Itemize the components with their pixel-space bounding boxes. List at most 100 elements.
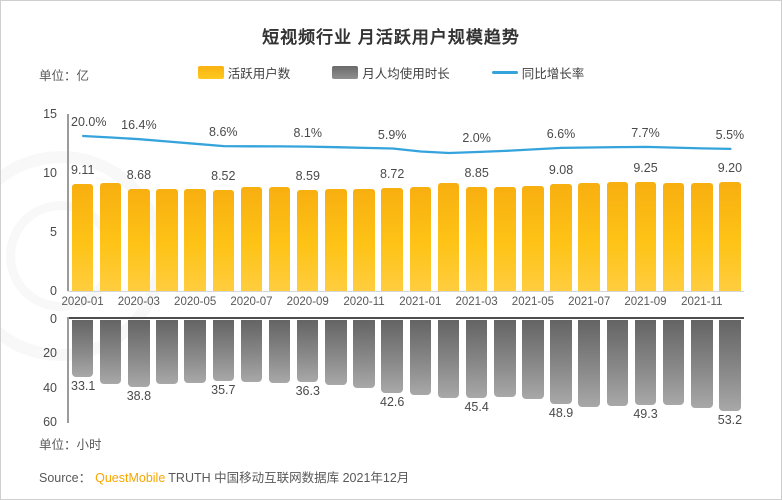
- mau-value-label: 8.52: [211, 169, 236, 184]
- usage-bar: [381, 320, 403, 394]
- usage-bar: [578, 320, 600, 408]
- top-unit-label: 单位：亿: [39, 69, 90, 83]
- top-y-tick-label: 15: [43, 107, 57, 121]
- x-tick-label: 2021-09: [624, 296, 667, 308]
- usage-value-label: 38.8: [126, 388, 152, 403]
- usage-bar: [409, 320, 432, 396]
- mau-bar: [71, 183, 94, 291]
- mau-bar: [522, 186, 544, 291]
- mau-value-label: 8.85: [464, 165, 489, 180]
- mau-bar: [184, 189, 206, 291]
- x-tick-label: 2021-03: [455, 296, 498, 308]
- source-line: Source： QuestMobile TRUTH 中国移动互联网数据库 2021年…: [39, 467, 409, 486]
- usage-bar: [184, 320, 206, 383]
- usage-bar: [691, 320, 713, 408]
- x-tick-label: 2020-11: [343, 296, 385, 308]
- usage-bar: [296, 320, 319, 383]
- x-tick-label: 2020-03: [117, 296, 160, 308]
- mau-value-label: 9.20: [717, 161, 743, 176]
- mau-bar: [465, 186, 488, 291]
- usage-value-label: 35.7: [211, 383, 236, 398]
- x-tick-label: 2021-07: [568, 296, 611, 308]
- mau-bar: [494, 186, 516, 291]
- growth-value-label: 8.6%: [209, 125, 238, 140]
- mau-bar: [156, 188, 178, 291]
- usage-bar: [156, 320, 178, 384]
- chart-title: 短视频行业 月活跃用户规模趋势: [262, 28, 520, 47]
- mau-bar: [128, 188, 150, 291]
- usage-bar: [268, 320, 291, 384]
- x-tick-label: 2021-01: [399, 296, 442, 308]
- mau-value-label: 9.25: [633, 160, 658, 175]
- legend: 活跃用户数 月人均使用时长 同比增长率: [1, 63, 781, 82]
- mau-bar: [437, 183, 460, 291]
- growth-value-label: 5.5%: [715, 127, 745, 142]
- legend-item-usage-time: 月人均使用时长: [332, 63, 450, 82]
- top-y-tick-label: 0: [50, 284, 57, 298]
- mau-bar: [381, 188, 403, 291]
- mau-value-label: 9.11: [71, 162, 95, 177]
- usage-bar: [353, 320, 375, 388]
- source-prefix: Source：: [39, 471, 92, 485]
- legend-label: 活跃用户数: [227, 67, 291, 81]
- legend-label: 月人均使用时长: [362, 67, 450, 81]
- growth-value-label: 8.1%: [293, 125, 322, 140]
- mau-bar: [353, 188, 375, 291]
- x-tick-label: 2020-09: [286, 296, 329, 308]
- usage-bar: [325, 320, 347, 385]
- top-chart-y-axis-line: [67, 114, 69, 291]
- top-y-tick-label: 10: [43, 166, 57, 180]
- growth-value-label: 5.9%: [377, 127, 407, 142]
- usage-bar: [212, 320, 235, 382]
- x-tick-label: 2020-01: [61, 296, 104, 308]
- growth-value-label: 7.7%: [631, 125, 660, 140]
- legend-label: 同比增长率: [521, 67, 585, 81]
- mau-bar: [409, 187, 432, 291]
- mau-bar: [662, 182, 685, 291]
- usage-value-label: 49.3: [633, 406, 658, 421]
- bottom-y-tick-label: 0: [50, 312, 57, 326]
- mau-bar: [719, 182, 741, 291]
- legend-item-growth-rate: 同比增长率: [491, 63, 585, 82]
- growth-value-label: 20.0%: [71, 115, 107, 129]
- source-brand: QuestMobile: [95, 471, 166, 485]
- bottom-chart-y-axis-line: [67, 317, 69, 423]
- x-tick-label: 2021-11: [681, 296, 723, 308]
- bottom-y-tick-label: 40: [43, 380, 57, 395]
- mau-value-label: 8.72: [380, 167, 405, 182]
- usage-value-label: 53.2: [717, 413, 743, 428]
- usage-value-label: 45.4: [464, 399, 489, 414]
- gray-bar-swatch-icon: [332, 66, 359, 79]
- growth-value-label: 6.6%: [546, 126, 576, 141]
- bottom-chart-zero-line: [68, 317, 744, 319]
- yellow-bar-swatch-icon: [197, 66, 224, 79]
- mau-bar: [99, 182, 122, 291]
- usage-bar: [71, 320, 94, 377]
- usage-bar: [719, 320, 741, 412]
- mau-bar: [634, 181, 657, 291]
- legend-row: 单位：亿 活跃用户数 月人均使用时长 同比增长率: [1, 63, 781, 83]
- source-rest: TRUTH 中国移动互联网数据库 2021年12月: [168, 471, 410, 485]
- mau-bar: [606, 181, 629, 291]
- usage-bar: [465, 320, 488, 398]
- top-chart-baseline: [68, 291, 744, 292]
- x-tick-label: 2021-05: [511, 296, 555, 308]
- mau-bar: [212, 190, 235, 291]
- x-tick-label: 2020-07: [230, 296, 273, 308]
- legend-item-active-users: 活跃用户数: [197, 63, 291, 82]
- mau-bar: [578, 182, 600, 291]
- usage-bar: [550, 320, 572, 404]
- bottom-y-tick-label: 20: [43, 346, 57, 361]
- usage-bar: [634, 320, 657, 405]
- usage-bar: [494, 320, 516, 397]
- usage-bar: [662, 320, 685, 406]
- mau-value-label: 8.68: [126, 167, 152, 182]
- usage-bar: [99, 320, 122, 384]
- growth-value-label: 2.0%: [462, 131, 491, 146]
- top-y-tick-label: 5: [50, 225, 57, 239]
- mau-bar: [550, 183, 572, 291]
- mau-bar: [296, 189, 319, 291]
- mau-bar: [268, 186, 291, 291]
- usage-bar: [240, 320, 263, 383]
